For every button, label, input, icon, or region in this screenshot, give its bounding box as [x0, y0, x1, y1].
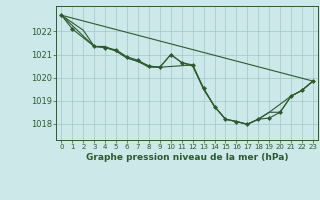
X-axis label: Graphe pression niveau de la mer (hPa): Graphe pression niveau de la mer (hPa) — [86, 153, 288, 162]
